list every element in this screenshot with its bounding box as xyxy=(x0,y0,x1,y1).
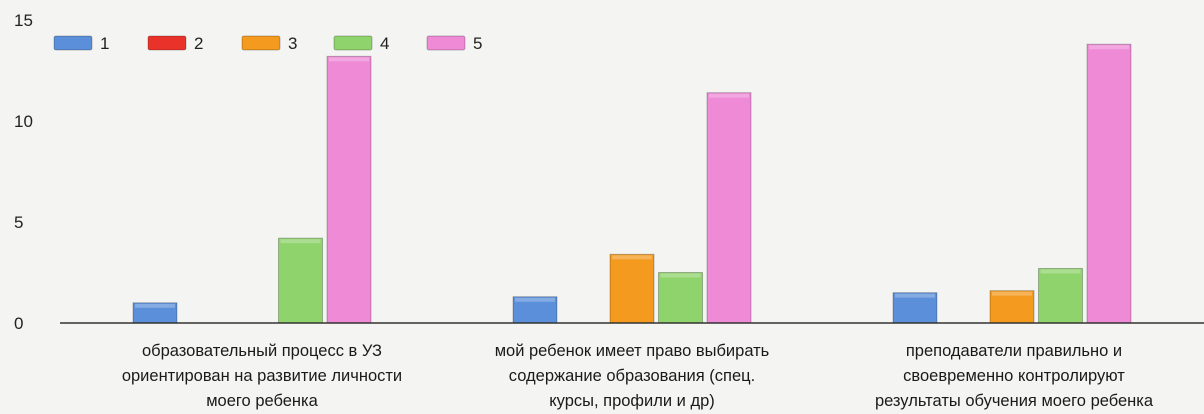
legend-label: 5 xyxy=(473,34,482,53)
bars xyxy=(132,43,1132,324)
x-category-label: мой ребенок имеет право выбирать содержан… xyxy=(495,342,770,410)
y-tick-label: 15 xyxy=(14,11,33,30)
x-category-label: преподаватели правильно и своевременно ко… xyxy=(875,342,1154,410)
bar-highlight xyxy=(515,297,555,302)
bar-highlight xyxy=(612,255,652,260)
bar-highlight xyxy=(135,303,175,308)
bar-highlight xyxy=(709,93,749,98)
legend-label: 2 xyxy=(194,34,203,53)
x-category-label: образовательный процесс в УЗ ориентирован… xyxy=(122,342,402,410)
bar-series-5 xyxy=(706,92,752,324)
y-tick-label: 10 xyxy=(14,112,33,131)
legend-swatch-5 xyxy=(426,35,466,51)
bar-series-1 xyxy=(892,292,938,324)
legend-label: 4 xyxy=(380,34,389,53)
y-tick-label: 5 xyxy=(14,213,23,232)
legend-swatch-4 xyxy=(333,35,373,51)
bar-series-4 xyxy=(658,272,703,324)
bar-series-5 xyxy=(326,55,372,324)
bar-highlight xyxy=(1089,45,1129,50)
bar-highlight xyxy=(895,293,935,298)
bar-highlight xyxy=(329,57,369,62)
category-labels: образовательный процесс в УЗ ориентирован… xyxy=(122,342,1154,410)
y-axis-ticks: 0 5 10 15 xyxy=(14,11,33,333)
legend-label: 3 xyxy=(288,34,297,53)
y-tick-label: 0 xyxy=(14,314,23,333)
bar-series-5 xyxy=(1086,43,1132,324)
legend-swatch-1 xyxy=(53,35,93,51)
bar-series-1 xyxy=(512,296,558,324)
legend-swatch-3 xyxy=(241,35,281,51)
bar-highlight xyxy=(1040,269,1081,274)
bar-series-4 xyxy=(278,237,323,324)
bar-highlight xyxy=(992,291,1032,296)
legend: 1 2 3 4 5 xyxy=(53,34,482,53)
bar-series-3 xyxy=(989,290,1035,324)
legend-swatch-2 xyxy=(147,35,187,51)
bar-highlight xyxy=(280,239,321,244)
bar-highlight xyxy=(660,273,701,278)
bar-series-4 xyxy=(1038,267,1083,324)
legend-label: 1 xyxy=(100,34,109,53)
bar-series-3 xyxy=(609,253,655,324)
